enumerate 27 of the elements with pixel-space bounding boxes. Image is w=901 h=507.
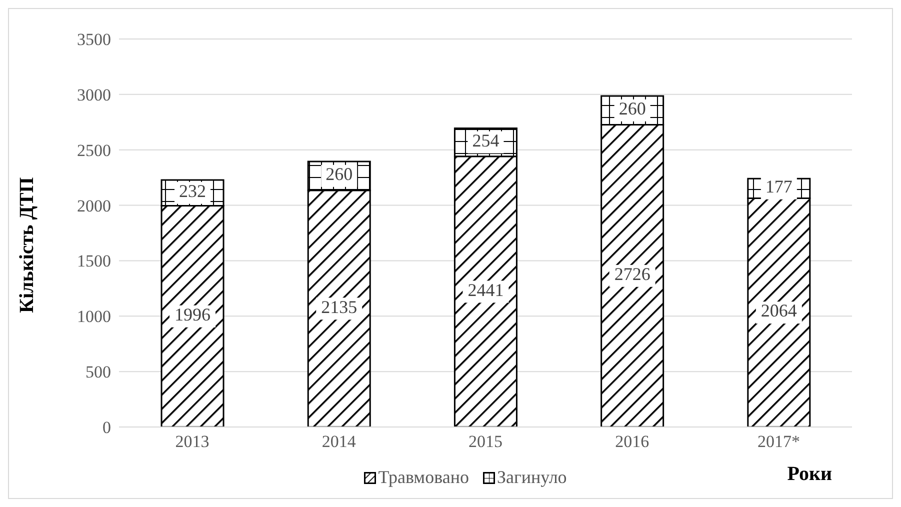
data-label: 2726 (614, 264, 650, 284)
y-tick-label: 1500 (77, 252, 111, 271)
data-label: 2064 (760, 300, 797, 321)
data-label: 1996 (174, 304, 211, 324)
legend-label: Загинуло (496, 467, 567, 488)
data-label: 254 (472, 130, 500, 150)
y-tick-label: 2000 (77, 196, 111, 216)
x-tick-label: 2016 (615, 432, 650, 452)
data-label: 232 (179, 180, 206, 201)
y-tick-label: 1000 (77, 307, 111, 326)
data-label: 2441 (468, 280, 504, 300)
legend-label: Травмовано (377, 467, 469, 488)
y-tick-label: 500 (86, 362, 111, 382)
y-axis-title: Кількість ДТП (16, 176, 38, 313)
x-tick-label: 2014 (322, 432, 356, 452)
x-axis-title: Роки (787, 463, 832, 486)
data-label: 177 (765, 176, 792, 197)
x-tick-label: 2013 (175, 432, 210, 452)
y-tick-label: 3500 (77, 30, 111, 50)
x-tick-label: 2015 (468, 432, 502, 452)
data-label: 260 (326, 164, 353, 184)
data-label: 260 (618, 98, 646, 119)
y-tick-label: 0 (102, 418, 111, 438)
y-tick-label: 2500 (77, 140, 111, 160)
data-label: 2135 (321, 296, 358, 317)
x-tick-label: 2017* (757, 432, 800, 452)
y-tick-label: 3000 (77, 85, 111, 104)
